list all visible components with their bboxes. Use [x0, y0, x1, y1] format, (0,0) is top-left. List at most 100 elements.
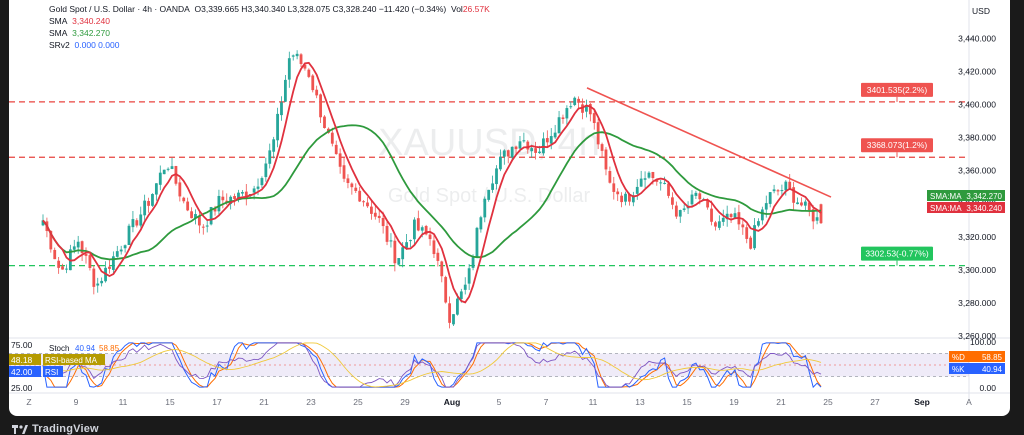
candle-body[interactable]: [780, 190, 784, 192]
candle-body[interactable]: [158, 172, 162, 185]
candle-body[interactable]: [522, 140, 526, 142]
candle-body[interactable]: [741, 224, 745, 228]
candle-body[interactable]: [100, 280, 104, 284]
candle-body[interactable]: [467, 268, 471, 284]
candle-body[interactable]: [370, 206, 373, 214]
candle-body[interactable]: [143, 200, 147, 216]
tradingview-brand[interactable]: TradingView: [12, 423, 99, 435]
candle-body[interactable]: [542, 138, 545, 154]
candle-body[interactable]: [639, 178, 643, 187]
candle-body[interactable]: [479, 217, 483, 230]
candle-body[interactable]: [76, 241, 80, 248]
candle-body[interactable]: [420, 227, 424, 231]
candle-body[interactable]: [244, 191, 248, 198]
candle-body[interactable]: [65, 268, 68, 270]
candle-body[interactable]: [264, 163, 268, 178]
resistance-1-tag[interactable]: [861, 82, 933, 97]
candle-body[interactable]: [88, 255, 92, 268]
osc-left-label-tag[interactable]: [43, 366, 63, 377]
sma-fast-line[interactable]: [42, 61, 822, 304]
candle-body[interactable]: [209, 207, 213, 225]
candle-body[interactable]: [139, 214, 143, 226]
candle-body[interactable]: [651, 172, 655, 179]
candle-body[interactable]: [647, 172, 651, 178]
candle-body[interactable]: [221, 196, 225, 201]
sma-price-tag[interactable]: [927, 202, 1005, 213]
candle-body[interactable]: [674, 205, 678, 217]
candle-body[interactable]: [166, 168, 170, 170]
support-1-tag[interactable]: [861, 246, 933, 261]
candle-body[interactable]: [413, 219, 416, 240]
candle-body[interactable]: [510, 146, 514, 158]
candle-body[interactable]: [538, 151, 541, 154]
osc-right-tag[interactable]: [949, 351, 1005, 362]
candle-body[interactable]: [53, 249, 57, 260]
candle-body[interactable]: [49, 230, 53, 250]
candle-body[interactable]: [186, 201, 190, 211]
candle-body[interactable]: [803, 201, 807, 206]
candle-body[interactable]: [205, 225, 209, 227]
candle-body[interactable]: [796, 202, 799, 205]
candle-body[interactable]: [92, 268, 96, 287]
candle-body[interactable]: [588, 104, 592, 115]
candle-body[interactable]: [471, 257, 475, 268]
candle-body[interactable]: [201, 226, 205, 228]
candle-body[interactable]: [502, 150, 506, 157]
candle-body[interactable]: [237, 192, 240, 200]
candle-body[interactable]: [366, 202, 369, 207]
candle-body[interactable]: [151, 193, 154, 206]
candle-body[interactable]: [760, 209, 764, 221]
candle-body[interactable]: [115, 251, 119, 257]
sma-slow-line[interactable]: [42, 124, 822, 261]
candle-body[interactable]: [162, 169, 166, 175]
candle-body[interactable]: [330, 132, 334, 144]
rsi-line[interactable]: [42, 342, 822, 388]
candle-body[interactable]: [788, 181, 792, 189]
candle-body[interactable]: [342, 165, 346, 179]
candle-body[interactable]: [295, 53, 299, 57]
candle-body[interactable]: [127, 225, 131, 245]
candle-body[interactable]: [147, 200, 150, 206]
candle-body[interactable]: [350, 183, 354, 188]
candle-body[interactable]: [428, 234, 432, 240]
candle-body[interactable]: [436, 252, 440, 261]
candle-body[interactable]: [240, 192, 244, 194]
candle-body[interactable]: [373, 212, 377, 217]
candle-body[interactable]: [514, 146, 518, 150]
candle-body[interactable]: [717, 221, 721, 228]
candle-body[interactable]: [694, 192, 698, 196]
candle-body[interactable]: [753, 225, 756, 249]
candle-body[interactable]: [768, 192, 772, 204]
candle-body[interactable]: [811, 209, 815, 222]
candle-body[interactable]: [772, 189, 776, 192]
candle-body[interactable]: [526, 141, 530, 150]
candle-body[interactable]: [463, 284, 467, 290]
candle-body[interactable]: [381, 217, 385, 227]
candle-body[interactable]: [452, 314, 455, 325]
candle-body[interactable]: [233, 196, 236, 200]
candle-body[interactable]: [170, 166, 174, 169]
candle-body[interactable]: [409, 240, 412, 242]
candle-body[interactable]: [565, 108, 569, 119]
candle-body[interactable]: [569, 106, 573, 108]
candle-body[interactable]: [807, 202, 811, 211]
candle-body[interactable]: [499, 156, 502, 170]
candle-body[interactable]: [682, 208, 686, 210]
candle-body[interactable]: [84, 253, 88, 256]
candle-body[interactable]: [416, 218, 420, 231]
candle-body[interactable]: [405, 242, 408, 248]
candle-body[interactable]: [573, 97, 577, 105]
candle-body[interactable]: [303, 64, 307, 69]
osc-left-tag[interactable]: [9, 354, 41, 365]
candle-body[interactable]: [346, 178, 350, 183]
descending-trendline[interactable]: [586, 87, 832, 198]
candle-body[interactable]: [710, 208, 713, 222]
candle-body[interactable]: [377, 215, 381, 219]
candle-body[interactable]: [154, 183, 158, 195]
candle-body[interactable]: [197, 215, 201, 226]
candle-body[interactable]: [108, 266, 111, 269]
candle-body[interactable]: [311, 75, 315, 91]
candle-body[interactable]: [111, 256, 115, 270]
candle-body[interactable]: [776, 190, 780, 192]
